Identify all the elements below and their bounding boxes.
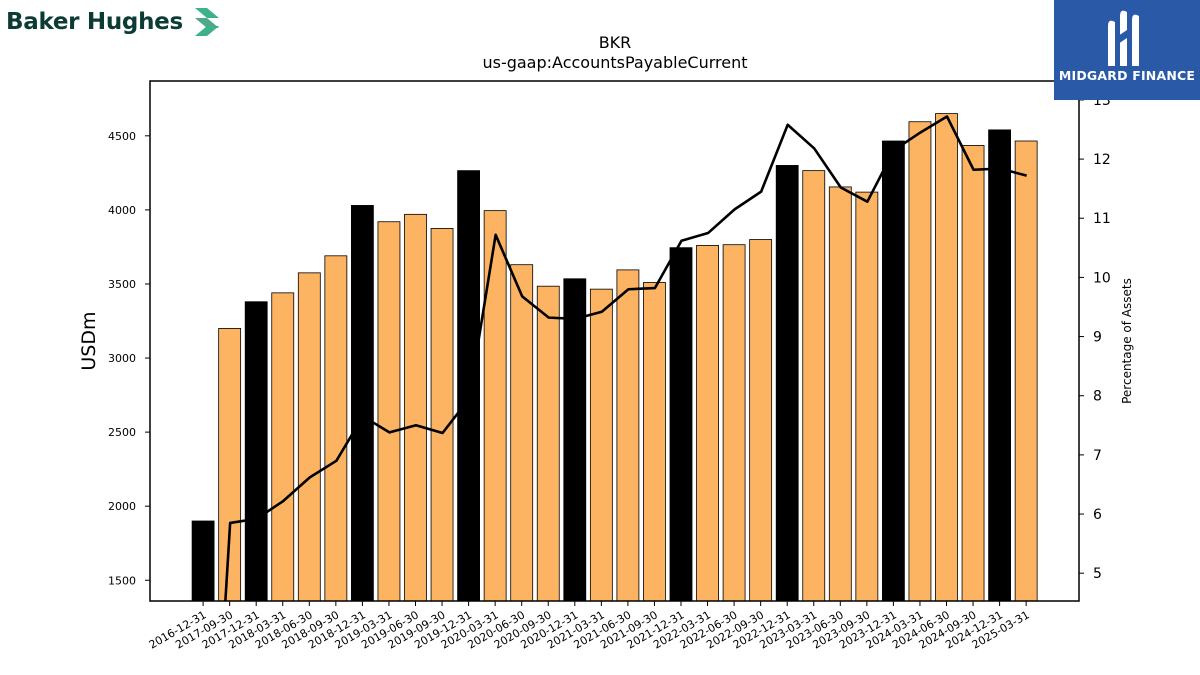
bar-2018-03-31 [271, 292, 295, 602]
y-tick-label: 3000 [108, 352, 136, 365]
bar-2024-09-30 [961, 145, 985, 602]
bar-2020-06-30 [510, 264, 534, 602]
line-group [224, 115, 1027, 601]
y-axis-label: USDm [78, 311, 100, 370]
bar-2020-12-31 [563, 278, 587, 602]
y-tick-label: 2000 [108, 500, 136, 513]
y-tick-label: 4500 [108, 130, 136, 143]
bar-2018-09-30 [324, 255, 348, 602]
midgard-finance-wordmark: MIDGARD FINANCE [1058, 68, 1196, 83]
y-tick-label: 3500 [108, 278, 136, 291]
y-axis: 1500 2000 2500 3000 3500 4000 4500 [108, 130, 150, 587]
bar-2020-03-31 [483, 210, 507, 602]
bar-2022-06-30 [722, 244, 746, 602]
bar-2024-03-31 [908, 121, 932, 602]
y-tick-label: 1500 [108, 574, 136, 587]
bar-2021-12-31 [669, 247, 693, 602]
chart-subtitle: us-gaap:AccountsPayableCurrent [482, 53, 747, 72]
y-tick-label: 2500 [108, 426, 136, 439]
bar-2017-09-30 [218, 328, 242, 602]
midgard-finance-logo: MIDGARD FINANCE [1054, 0, 1200, 100]
baker-hughes-logo: Baker Hughes [6, 4, 223, 40]
y2-tick-label: 10 [1093, 270, 1111, 286]
bar-2019-09-30 [430, 228, 454, 602]
y2-axis-label: Percentage of Assets [1120, 278, 1134, 404]
y2-tick-label: 7 [1093, 448, 1102, 464]
bar-2021-03-31 [589, 288, 613, 602]
y2-tick-label: 8 [1093, 389, 1102, 405]
midgard-m-icon [1108, 10, 1139, 66]
bar-2025-03-31 [1014, 140, 1038, 602]
bar-2019-03-31 [377, 221, 401, 602]
bar-2022-12-31 [775, 165, 799, 602]
bars-group [191, 113, 1038, 602]
bar-2022-09-30 [749, 239, 773, 602]
bar-2023-03-31 [802, 170, 826, 602]
y2-tick-label: 5 [1093, 566, 1102, 582]
bar-2021-06-30 [616, 269, 640, 602]
bar-2018-06-30 [297, 272, 321, 602]
bar-2023-06-30 [828, 186, 852, 602]
bar-2019-06-30 [404, 213, 427, 602]
bar-2023-12-31 [882, 140, 905, 602]
percentage-line [224, 115, 1027, 601]
bar-2020-09-30 [536, 285, 560, 602]
bar-2018-12-31 [350, 205, 374, 602]
bar-2021-09-30 [643, 282, 666, 602]
bar-2017-12-31 [244, 301, 268, 602]
baker-hughes-wordmark: Baker Hughes [6, 9, 183, 35]
chart-title: BKR [599, 33, 632, 52]
y2-tick-label: 9 [1093, 330, 1102, 346]
bar-2024-12-31 [988, 129, 1011, 602]
bar-2023-09-30 [855, 191, 879, 602]
baker-hughes-chevron-icon [194, 8, 219, 36]
plot-frame [149, 80, 1080, 602]
y2-tick-label: 11 [1093, 211, 1111, 227]
bar-2024-06-30 [935, 113, 958, 602]
bar-2016-12-31 [191, 520, 215, 602]
y-tick-label: 4000 [108, 204, 136, 217]
bar-2019-12-31 [457, 170, 481, 602]
y2-tick-label: 12 [1093, 152, 1111, 168]
y2-tick-label: 6 [1093, 507, 1102, 523]
bar-2022-03-31 [696, 245, 719, 602]
x-axis: 2016-12-312017-09-302017-12-312018-03-31… [147, 601, 1032, 652]
